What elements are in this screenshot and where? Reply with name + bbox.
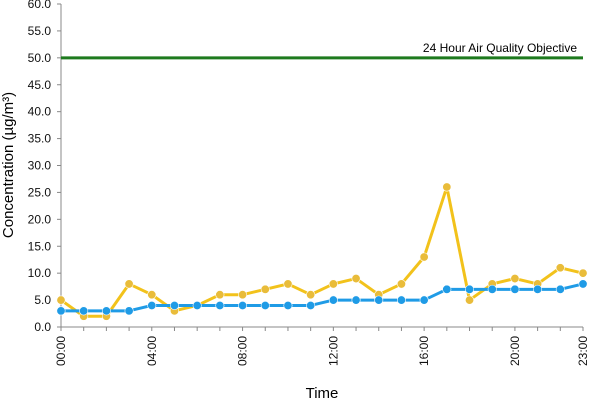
y-tick-label: 55.0 <box>28 24 52 38</box>
series-1-point <box>442 182 452 192</box>
series-2-point <box>124 306 134 316</box>
x-axis-title: Time <box>306 385 339 400</box>
series-1-point <box>328 279 338 289</box>
x-tick-label: 20:00 <box>508 336 522 366</box>
series-2-point <box>533 284 543 294</box>
y-tick-label: 20.0 <box>28 212 52 226</box>
x-tick-label: 04:00 <box>145 336 159 366</box>
series-2 <box>56 279 588 316</box>
series-2-point <box>396 295 406 305</box>
x-tick-label: 08:00 <box>236 336 250 366</box>
series-1-point <box>215 290 225 300</box>
y-tick-label: 0.0 <box>34 320 51 334</box>
x-tick-label: 23:00 <box>576 336 590 366</box>
y-tick-label: 35.0 <box>28 132 52 146</box>
series-1-point <box>283 279 293 289</box>
series-2-point <box>442 284 452 294</box>
series-2-point <box>147 300 157 310</box>
series-2-point <box>510 284 520 294</box>
tick-labels: 0.0 5.0 10.0 15.0 20.0 25.0 30.0 35.0 40.0 45.0 50… <box>28 0 590 366</box>
series-1-point <box>260 284 270 294</box>
series-2-point <box>351 295 361 305</box>
y-tick-label: 45.0 <box>28 78 52 92</box>
series-group <box>56 182 588 321</box>
series-1-point <box>238 290 248 300</box>
y-tick-label: 50.0 <box>28 51 52 65</box>
x-tick-label: 12:00 <box>326 336 340 366</box>
series-2-point <box>374 295 384 305</box>
series-2-point <box>487 284 497 294</box>
series-2-point <box>56 306 66 316</box>
series-1-point <box>56 295 66 305</box>
series-1-point <box>147 290 157 300</box>
series-1-point <box>465 295 475 305</box>
series-2-point <box>79 306 89 316</box>
y-tick-label: 25.0 <box>28 185 52 199</box>
y-tick-label: 15.0 <box>28 239 52 253</box>
series-2-point <box>283 300 293 310</box>
series-1-point <box>555 263 565 273</box>
series-1-point <box>510 274 520 284</box>
reference-line-group: 24 Hour Air Quality Objective <box>61 41 583 60</box>
y-axis-title: Concentration (µg/m³) <box>0 92 17 238</box>
x-tick-label: 16:00 <box>417 336 431 366</box>
series-1-point <box>396 279 406 289</box>
series-2-point <box>169 300 179 310</box>
series-2-point <box>192 300 202 310</box>
series-1-point <box>306 290 316 300</box>
series-1-point <box>124 279 134 289</box>
series-2-point <box>306 300 316 310</box>
series-1-point <box>578 268 588 278</box>
series-2-point <box>215 300 225 310</box>
series-2-point <box>238 300 248 310</box>
series-1-line <box>60 185 584 318</box>
y-tick-label: 40.0 <box>28 105 52 119</box>
series-2-point <box>465 284 475 294</box>
series-2-point <box>260 300 270 310</box>
series-2-point <box>555 284 565 294</box>
series-1-point <box>419 252 429 262</box>
series-2-point <box>419 295 429 305</box>
y-tick-label: 60.0 <box>28 0 52 11</box>
y-tick-label: 30.0 <box>28 159 52 173</box>
y-tick-label: 10.0 <box>28 266 52 280</box>
series-1 <box>56 182 588 321</box>
series-2-point <box>101 306 111 316</box>
x-tick-label: 00:00 <box>54 336 68 366</box>
series-1-point <box>351 274 361 284</box>
series-2-point <box>578 279 588 289</box>
axes <box>57 3 584 331</box>
air-quality-objective-label: 24 Hour Air Quality Objective <box>423 41 577 55</box>
series-2-point <box>328 295 338 305</box>
y-tick-label: 5.0 <box>34 293 51 307</box>
